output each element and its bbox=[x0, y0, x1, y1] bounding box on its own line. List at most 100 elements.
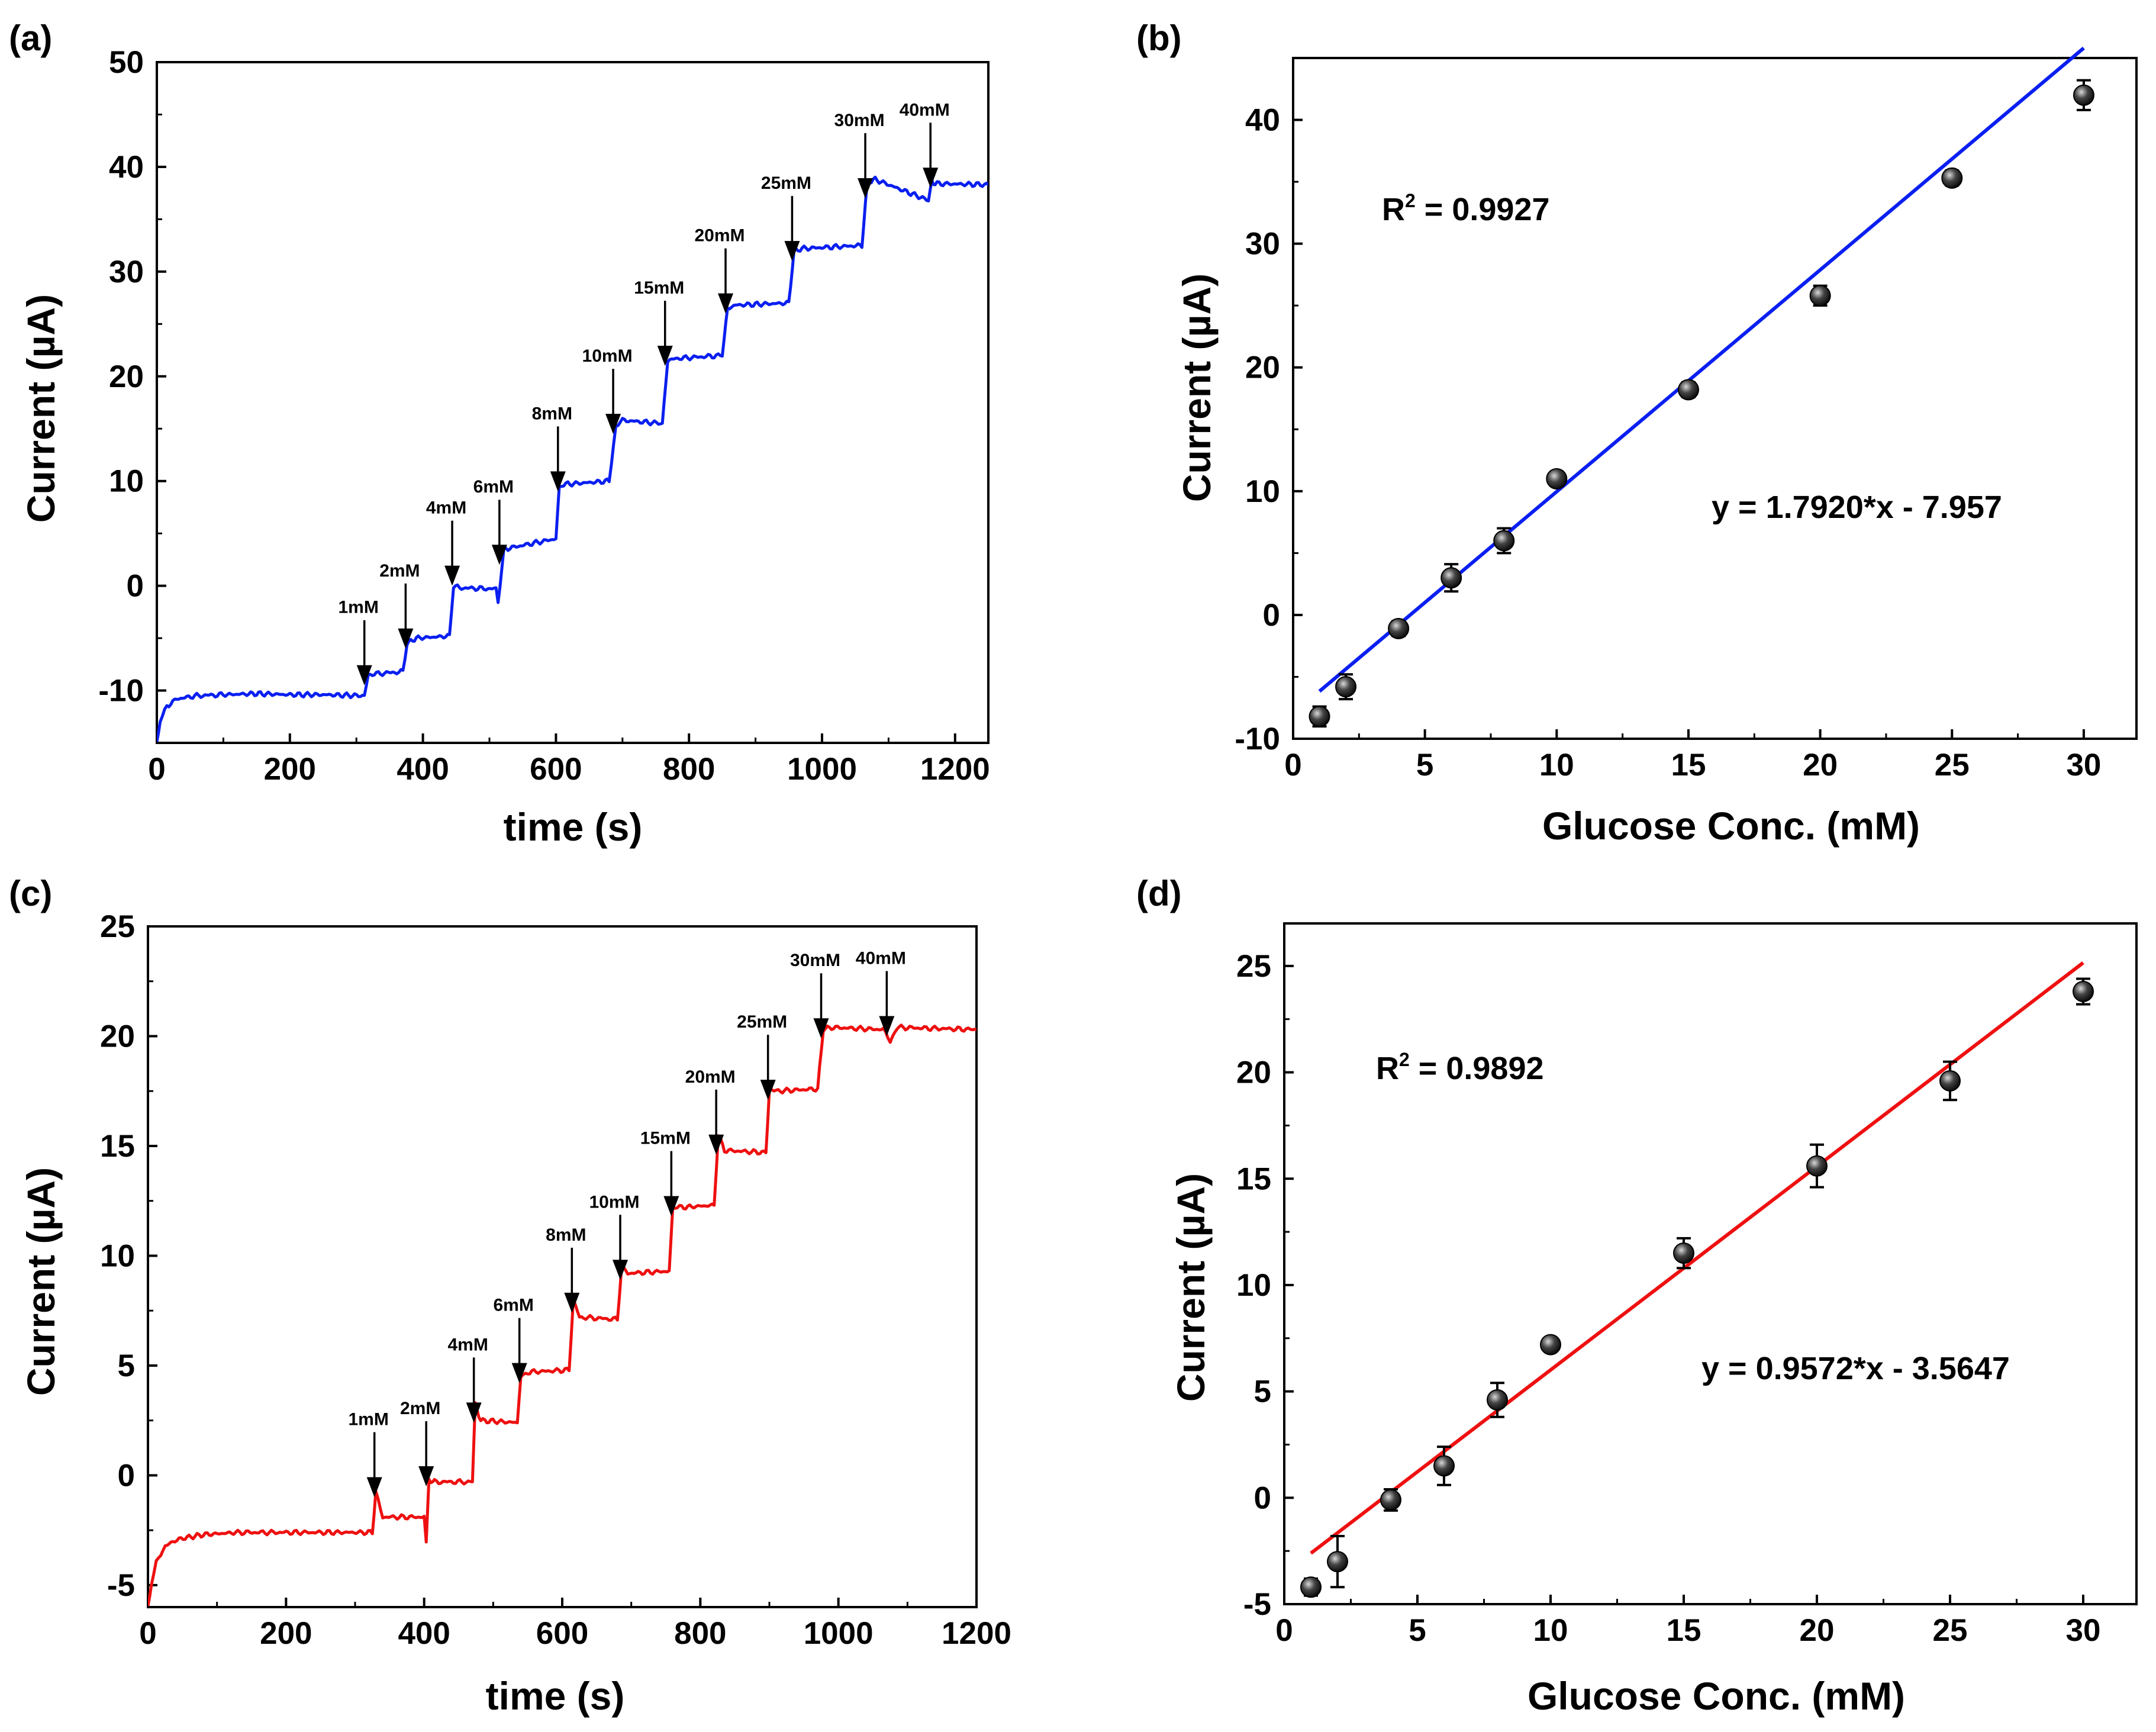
y-tick-label: 25 bbox=[1236, 949, 1271, 984]
x-tick-label: 1200 bbox=[942, 1616, 1011, 1651]
panel-d-equation: y = 0.9572*x - 3.5647 bbox=[1701, 1351, 2010, 1386]
y-tick-label: -10 bbox=[1235, 722, 1280, 756]
y-tick-label: -5 bbox=[1243, 1587, 1271, 1622]
panel-d-label: (d) bbox=[1136, 874, 1182, 913]
panel-c-label: (c) bbox=[9, 874, 52, 913]
x-tick-label: 10 bbox=[1539, 748, 1574, 783]
x-tick-label: 5 bbox=[1416, 748, 1433, 783]
data-point bbox=[1300, 1576, 1322, 1598]
x-tick-label: 400 bbox=[398, 1616, 450, 1651]
x-tick-label: 200 bbox=[264, 752, 316, 787]
concentration-label: 2mM bbox=[400, 1399, 440, 1418]
plot-frame bbox=[156, 61, 990, 744]
arrow-head bbox=[923, 168, 939, 188]
panel-b-label: (b) bbox=[1136, 18, 1182, 58]
x-tick-label: 30 bbox=[2066, 1613, 2101, 1648]
arrow-head bbox=[784, 241, 800, 262]
data-point bbox=[1941, 167, 1963, 189]
panel-d: (d) Glucose Conc. (mM) Current (µA) R2 =… bbox=[1136, 874, 2138, 1718]
x-tick-label: 800 bbox=[663, 752, 715, 787]
panel-c-plot: 0 200 400 600 800 1000 1200-505101520251mM2mM4… bbox=[100, 909, 1011, 1651]
x-tick-label: 600 bbox=[530, 752, 582, 787]
data-point bbox=[2073, 84, 2094, 106]
panel-a-ylabel: Current (µA) bbox=[19, 294, 63, 523]
y-tick-label: 5 bbox=[1254, 1374, 1271, 1409]
arrow-head bbox=[356, 665, 372, 685]
concentration-label: 25mM bbox=[737, 1012, 787, 1032]
arrow-head bbox=[398, 628, 414, 649]
y-tick-label: 10 bbox=[100, 1238, 135, 1273]
y-tick-label: 10 bbox=[1245, 474, 1280, 509]
concentration-label: 6mM bbox=[473, 477, 514, 497]
concentration-label: 30mM bbox=[834, 111, 885, 130]
concentration-label: 2mM bbox=[379, 561, 420, 581]
panel-c-ylabel: Current (µA) bbox=[19, 1167, 63, 1396]
current-trace bbox=[157, 175, 988, 742]
x-tick-label: 0 bbox=[148, 752, 165, 787]
arrow-head bbox=[418, 1466, 434, 1486]
data-point bbox=[1327, 1551, 1348, 1573]
x-tick-label: 0 bbox=[1284, 748, 1301, 783]
y-tick-label: 30 bbox=[109, 255, 144, 289]
y-tick-label: 25 bbox=[100, 909, 135, 944]
panel-b-r2: R2 = 0.9927 bbox=[1382, 190, 1550, 227]
panel-d-ylabel: Current (µA) bbox=[1169, 1173, 1213, 1402]
data-point bbox=[1388, 617, 1410, 639]
arrow-head bbox=[605, 414, 621, 434]
y-tick-label: 15 bbox=[1236, 1161, 1271, 1196]
y-tick-label: 20 bbox=[1245, 350, 1280, 385]
panel-b: (b) Glucose Conc. (mM) Current (µA) R2 =… bbox=[1136, 18, 2138, 848]
x-tick-label: 5 bbox=[1409, 1613, 1426, 1648]
y-tick-label: 10 bbox=[1236, 1268, 1271, 1303]
y-tick-label: 0 bbox=[118, 1458, 135, 1493]
data-point bbox=[1546, 468, 1568, 490]
data-point bbox=[1939, 1070, 1961, 1092]
concentration-label: 6mM bbox=[493, 1296, 533, 1315]
y-tick-label: 0 bbox=[1254, 1480, 1271, 1515]
data-point bbox=[1487, 1389, 1508, 1411]
data-point bbox=[1440, 567, 1462, 589]
y-tick-label: -10 bbox=[98, 674, 144, 709]
data-point bbox=[1433, 1455, 1455, 1477]
arrow-head bbox=[491, 545, 507, 565]
data-point bbox=[1380, 1489, 1401, 1511]
concentration-label: 8mM bbox=[546, 1225, 586, 1245]
x-tick-label: 0 bbox=[139, 1616, 156, 1651]
x-tick-label: 200 bbox=[260, 1616, 312, 1651]
concentration-label: 8mM bbox=[532, 404, 572, 423]
y-tick-label: 20 bbox=[1236, 1055, 1271, 1090]
data-point bbox=[1309, 706, 1330, 727]
panel-a-plot: 0 200 400 600 800 1000 1200 -10 0 10 20 30 40 50 1mM2m… bbox=[98, 45, 990, 787]
arrow-head bbox=[858, 178, 874, 198]
x-tick-label: 25 bbox=[1933, 1613, 1968, 1648]
y-tick-label: 40 bbox=[109, 150, 144, 185]
data-point bbox=[1540, 1334, 1561, 1356]
arrow-head bbox=[663, 1196, 679, 1216]
x-tick-label: 600 bbox=[536, 1616, 588, 1651]
fit-line bbox=[1318, 46, 2085, 693]
y-tick-label: -5 bbox=[107, 1568, 135, 1603]
concentration-label: 10mM bbox=[582, 346, 633, 366]
arrow-head bbox=[708, 1134, 724, 1155]
concentration-label: 25mM bbox=[761, 173, 811, 193]
panel-a: (a) time (s) Current (µA) 0 200 400 600 800 1… bbox=[9, 18, 990, 849]
arrow-head bbox=[879, 1016, 895, 1036]
y-tick-label: 0 bbox=[127, 569, 144, 604]
y-tick-label: 20 bbox=[109, 359, 144, 394]
x-tick-label: 1200 bbox=[920, 752, 990, 787]
x-tick-label: 400 bbox=[397, 752, 449, 787]
data-point bbox=[1335, 676, 1357, 698]
arrow-head bbox=[613, 1260, 628, 1280]
panel-c-xlabel: time (s) bbox=[486, 1674, 625, 1718]
plot-frame bbox=[1292, 57, 2138, 740]
x-tick-label: 15 bbox=[1667, 1613, 1701, 1648]
x-tick-label: 1000 bbox=[787, 752, 857, 787]
concentration-label: 15mM bbox=[634, 278, 684, 298]
data-point bbox=[1673, 1242, 1694, 1264]
arrow-head bbox=[466, 1402, 482, 1423]
y-tick-label: 15 bbox=[100, 1129, 135, 1164]
x-tick-label: 1000 bbox=[804, 1616, 874, 1651]
